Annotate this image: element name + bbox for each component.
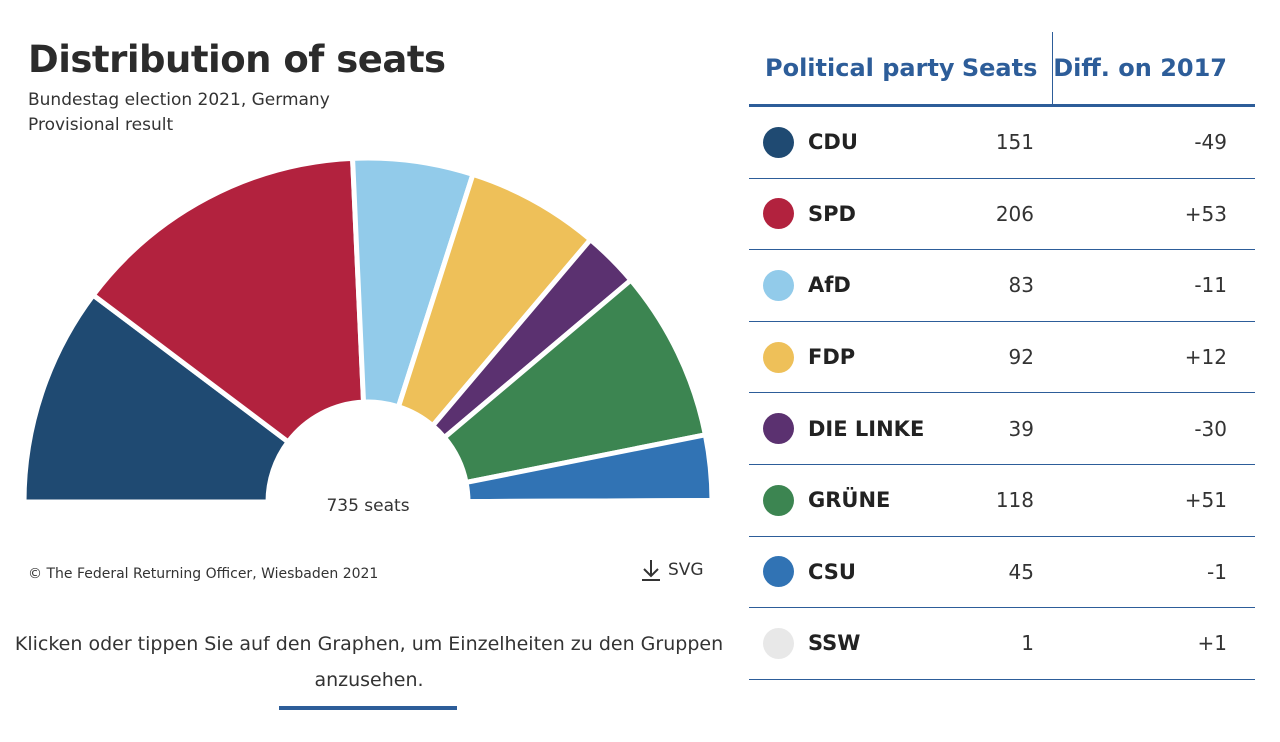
- table-row[interactable]: GRÜNE 118 +51: [749, 465, 1255, 537]
- table-header: Political party Seats Diff. on 2017: [749, 32, 1255, 107]
- party-cell: DIE LINKE: [749, 413, 947, 445]
- table-body: CDU 151 -49 SPD 206 +53 AfD 83 -11 FDP: [749, 107, 1255, 680]
- download-svg-button[interactable]: SVG: [640, 558, 704, 582]
- party-cell: AfD: [749, 269, 947, 301]
- party-cell: GRÜNE: [749, 484, 947, 516]
- diff-value: -1: [1207, 559, 1227, 584]
- diff-value: +1: [1197, 631, 1227, 656]
- party-color-dot: [763, 413, 794, 445]
- chart-title: Distribution of seats: [28, 38, 446, 81]
- diff-value: +51: [1184, 488, 1227, 513]
- party-name: DIE LINKE: [808, 416, 925, 441]
- table-row[interactable]: SPD 206 +53: [749, 179, 1255, 251]
- seats-value: 92: [1008, 345, 1034, 370]
- seats-table: Political party Seats Diff. on 2017 CDU …: [749, 32, 1255, 680]
- table-row[interactable]: FDP 92 +12: [749, 322, 1255, 394]
- slice-cdu[interactable]: [21, 292, 291, 505]
- seats-value: 118: [995, 488, 1034, 513]
- hint-underline: [279, 706, 457, 710]
- slice-fdp[interactable]: [395, 171, 593, 429]
- table-row[interactable]: AfD 83 -11: [749, 250, 1255, 322]
- slice-afd[interactable]: [350, 155, 476, 410]
- party-color-dot: [763, 627, 794, 659]
- party-name: FDP: [808, 345, 856, 370]
- subtitle-election: Bundestag election 2021, Germany: [28, 90, 330, 110]
- table-row[interactable]: DIE LINKE 39 -30: [749, 393, 1255, 465]
- slice-gr-ne[interactable]: [441, 277, 708, 485]
- subtitle-status: Provisional result: [28, 115, 174, 135]
- party-color-dot: [763, 126, 794, 158]
- diff-value: +12: [1184, 345, 1227, 370]
- seat-distribution-chart[interactable]: [0, 140, 740, 530]
- seats-value: 151: [995, 130, 1034, 155]
- party-cell: CSU: [749, 556, 947, 588]
- download-svg-label: SVG: [668, 560, 704, 580]
- party-name: SPD: [808, 201, 856, 226]
- seats-value: 45: [1008, 559, 1034, 584]
- diff-value: -49: [1194, 130, 1227, 155]
- slice-spd[interactable]: [90, 155, 367, 445]
- table-row[interactable]: SSW 1 +1: [749, 608, 1255, 680]
- table-row[interactable]: CSU 45 -1: [749, 537, 1255, 609]
- header-political-party[interactable]: Political party: [765, 54, 955, 82]
- download-icon: [642, 560, 660, 581]
- party-name: CDU: [808, 130, 858, 155]
- interaction-hint: Klicken oder tippen Sie auf den Graphen,…: [14, 633, 724, 691]
- diff-value: -11: [1194, 273, 1227, 298]
- party-name: CSU: [808, 559, 856, 584]
- seats-value: 206: [995, 201, 1034, 226]
- diff-value: +53: [1184, 201, 1227, 226]
- chart-subtitle: Bundestag election 2021, Germany Provisi…: [28, 88, 330, 138]
- slice-ssw[interactable]: [465, 498, 715, 505]
- total-seats-label: 735 seats: [326, 496, 410, 516]
- party-name: GRÜNE: [808, 488, 891, 513]
- party-color-dot: [763, 556, 794, 588]
- copyright-notice: © The Federal Returning Officer, Wiesbad…: [28, 566, 379, 582]
- chart-slices[interactable]: [21, 155, 715, 505]
- party-color-dot: [763, 269, 794, 301]
- party-cell: SPD: [749, 198, 947, 230]
- party-name: AfD: [808, 273, 851, 298]
- party-color-dot: [763, 484, 794, 516]
- party-cell: SSW: [749, 627, 947, 659]
- seats-value: 1: [1021, 631, 1034, 656]
- header-seats[interactable]: Seats: [947, 32, 1054, 104]
- party-color-dot: [763, 198, 794, 230]
- seats-value: 39: [1008, 416, 1034, 441]
- diff-value: -30: [1194, 416, 1227, 441]
- party-cell: CDU: [749, 126, 947, 158]
- seats-value: 83: [1008, 273, 1034, 298]
- party-name: SSW: [808, 631, 861, 656]
- table-row[interactable]: CDU 151 -49: [749, 107, 1255, 179]
- party-color-dot: [763, 341, 794, 373]
- header-diff-on-2017[interactable]: Diff. on 2017: [1053, 54, 1227, 82]
- party-cell: FDP: [749, 341, 947, 373]
